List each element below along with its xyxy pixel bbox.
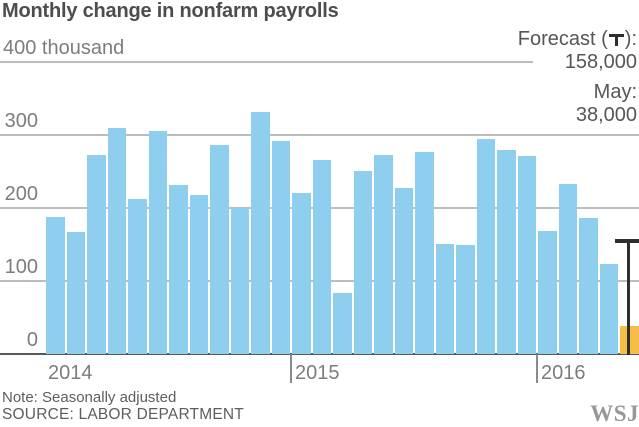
forecast-value: 158,000 — [564, 51, 637, 73]
gridline-400 — [0, 61, 533, 63]
may-value: 38,000 — [575, 104, 637, 126]
bar-jun-2014 — [148, 131, 167, 354]
bar-jun-2015 — [394, 188, 413, 354]
bar-aug-2014 — [189, 195, 208, 354]
y-axis-label-100: 100 — [4, 256, 38, 278]
bar-feb-2014 — [66, 232, 85, 354]
bar-dec-2015 — [517, 156, 536, 354]
bar-mar-2015 — [333, 293, 352, 354]
x-axis-label-2016: 2016 — [541, 362, 586, 384]
bar-feb-2016 — [558, 184, 577, 354]
bar-aug-2015 — [435, 244, 454, 354]
bar-apr-2015 — [353, 171, 372, 354]
y-axis-label-400: 400 thousand — [3, 37, 125, 59]
bar-mar-2014 — [87, 155, 106, 354]
bar-jul-2014 — [169, 185, 188, 354]
bar-nov-2015 — [497, 150, 516, 354]
bar-may-2015 — [374, 155, 393, 354]
bar-oct-2015 — [476, 139, 495, 354]
bar-jan-2016 — [538, 231, 557, 354]
forecast-annotation: Forecast (): 158,000 May: 38,000 — [518, 28, 637, 127]
year-tick-2015 — [290, 354, 292, 383]
bar-may-2014 — [128, 199, 147, 354]
bar-apr-2016 — [599, 264, 618, 354]
bar-mar-2016 — [579, 218, 598, 354]
may-label: May: — [593, 81, 637, 103]
x-axis-label-2014: 2014 — [48, 362, 93, 384]
bar-jul-2015 — [415, 152, 434, 354]
bar-jan-2014 — [46, 217, 65, 354]
wsj-logo: WSJ — [590, 401, 639, 426]
x-axis-line — [0, 353, 639, 355]
chart-note: Note: Seasonally adjusted — [2, 389, 177, 406]
chart-title: Monthly change in nonfarm payrolls — [2, 0, 339, 22]
forecast-stem — [627, 239, 630, 355]
forecast-label: Forecast (): — [517, 28, 637, 50]
bar-apr-2014 — [107, 128, 126, 354]
gridline-300 — [0, 134, 639, 136]
y-axis-label-300: 300 — [4, 110, 38, 132]
bar-jan-2015 — [292, 193, 311, 354]
forecast-marker-icon — [608, 33, 624, 46]
y-axis-label-0: 0 — [26, 329, 38, 351]
bar-feb-2015 — [312, 160, 331, 354]
year-tick-2016 — [536, 354, 538, 383]
y-axis-label-200: 200 — [4, 183, 38, 205]
bar-sep-2014 — [210, 145, 229, 354]
x-axis-label-2015: 2015 — [295, 362, 340, 384]
bar-nov-2014 — [251, 112, 270, 354]
bar-oct-2014 — [230, 208, 249, 354]
bar-sep-2015 — [456, 245, 475, 354]
chart-source: SOURCE: LABOR DEPARTMENT — [2, 406, 244, 423]
bar-dec-2014 — [271, 141, 290, 354]
